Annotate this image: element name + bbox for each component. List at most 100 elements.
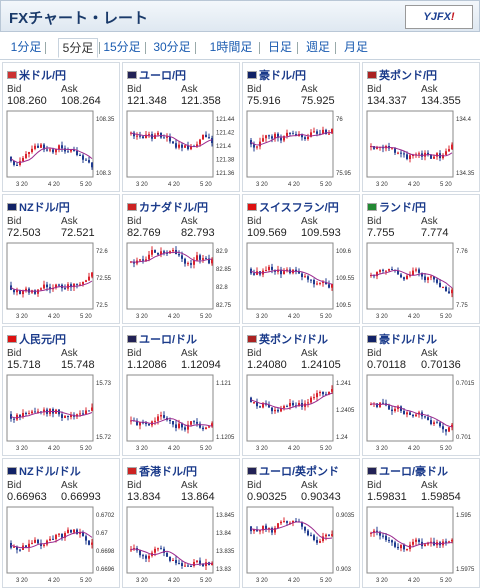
tab-5[interactable]: 日足 xyxy=(267,40,292,54)
chart-card[interactable]: NZドル/ドル Bid Ask 0.66963 0.66993 0.6702 0.6… xyxy=(2,458,120,588)
chart-card[interactable]: カナダドル/円 Bid Ask 82.769 82.793 82.9 82.85 82… xyxy=(122,194,240,324)
candlestick-chart[interactable]: 109.6 109.55 109.5 3 20 4 20 5 20 xyxy=(246,242,358,322)
tab-0[interactable]: 1分足 xyxy=(10,40,42,54)
candle-body xyxy=(403,410,405,415)
candle-body xyxy=(409,412,411,415)
chart-card[interactable]: ユーロ/英ポンド Bid Ask 0.90325 0.90343 0.9035 0.… xyxy=(242,458,360,588)
candlestick-chart[interactable]: 1.121 1.1205 3 20 4 20 5 20 xyxy=(126,374,238,454)
plot-frame xyxy=(6,374,94,442)
pair-name[interactable]: ユーロ/英ポンド xyxy=(247,463,340,478)
flag-icon xyxy=(127,203,137,211)
chart-card[interactable]: スイスフラン/円 Bid Ask 109.569 109.593 109.6 109… xyxy=(242,194,360,324)
candle-body xyxy=(412,154,414,156)
tab-separator xyxy=(195,42,196,54)
chart-card[interactable]: 香港ドル/円 Bid Ask 13.834 13.864 13.845 13.84 1… xyxy=(122,458,240,588)
pair-name[interactable]: NZドル/円 xyxy=(7,199,70,214)
candle-body xyxy=(403,544,405,550)
candle-body xyxy=(145,423,147,425)
pair-name[interactable]: 米ドル/円 xyxy=(7,67,66,82)
ask-label: Ask xyxy=(421,84,438,95)
candle-body xyxy=(391,148,393,150)
pair-label: ユーロ/英ポンド xyxy=(259,466,340,478)
x-tick-label: 3 20 xyxy=(376,446,388,452)
pair-name[interactable]: 豪ドル/ドル xyxy=(367,331,437,346)
candle-body xyxy=(286,406,288,408)
x-tick-label: 5 20 xyxy=(440,578,452,584)
candlestick-chart[interactable]: 1.241 1.2405 1.24 3 20 4 20 5 20 xyxy=(246,374,358,454)
candlestick-chart[interactable]: 121.44 121.42 121.4 121.38 121.36 3 20 4 20 5 2… xyxy=(126,110,238,190)
tab-2[interactable]: 15分足 xyxy=(103,40,141,54)
chart-card[interactable]: ユーロ/豪ドル Bid Ask 1.59831 1.59854 1.595 1.59… xyxy=(362,458,480,588)
tab-4[interactable]: 1時間足 xyxy=(209,40,253,54)
candlestick-chart[interactable]: 108.35 108.3 3 20 4 20 5 20 xyxy=(6,110,118,190)
candle-body xyxy=(136,420,138,426)
chart-card[interactable]: ユーロ/ドル Bid Ask 1.12086 1.12094 1.121 1.120… xyxy=(122,326,240,456)
plot-frame xyxy=(126,110,214,178)
candlestick-chart[interactable]: 72.6 72.55 72.5 3 20 4 20 5 20 xyxy=(6,242,118,322)
candle-body xyxy=(175,143,177,148)
candle-body xyxy=(442,287,444,289)
x-tick-label: 5 20 xyxy=(320,578,332,584)
brand-logo[interactable]: YJFX! xyxy=(405,5,473,29)
pair-name[interactable]: 豪ドル/円 xyxy=(247,67,306,82)
moving-average-line xyxy=(250,269,333,285)
chart-card[interactable]: 豪ドル/円 Bid Ask 75.916 75.925 76 75.95 3 20 4 … xyxy=(242,62,360,192)
candle-body xyxy=(58,145,60,150)
tab-7[interactable]: 月足 xyxy=(343,40,368,54)
bid-value: 108.260 xyxy=(7,95,47,107)
chart-card[interactable]: ランド/円 Bid Ask 7.755 7.774 7.76 7.75 3 20 4 2… xyxy=(362,194,480,324)
candlestick-chart[interactable]: 0.6702 0.67 0.6698 0.6696 3 20 4 20 5 20 xyxy=(6,506,118,586)
candle-body xyxy=(307,402,309,404)
tab-3[interactable]: 30分足 xyxy=(153,40,191,54)
chart-card[interactable]: 米ドル/円 Bid Ask 108.260 108.264 108.35 108.3… xyxy=(2,62,120,192)
pair-label: NZドル/ドル xyxy=(19,466,81,478)
candle-body xyxy=(400,406,402,411)
y-tick-label: 82.75 xyxy=(216,303,232,309)
tab-separator xyxy=(297,42,298,54)
candle-body xyxy=(283,271,285,275)
candle-body xyxy=(286,132,288,137)
candle-body xyxy=(181,423,183,428)
pair-name[interactable]: ユーロ/豪ドル xyxy=(367,463,448,478)
candle-body xyxy=(289,132,291,134)
candle-body xyxy=(181,144,183,148)
pair-name[interactable]: ユーロ/ドル xyxy=(127,331,197,346)
candle-body xyxy=(163,548,165,553)
pair-name[interactable]: 人民元/円 xyxy=(7,331,66,346)
candlestick-chart[interactable]: 82.9 82.85 82.8 82.75 3 20 4 20 5 20 xyxy=(126,242,238,322)
pair-name[interactable]: 英ポンド/ドル xyxy=(247,331,328,346)
pair-name[interactable]: 英ポンド/円 xyxy=(367,67,437,82)
candle-body xyxy=(271,136,273,139)
candle-body xyxy=(319,541,321,543)
y-tick-label: 1.24 xyxy=(336,435,348,441)
chart-card[interactable]: 英ポンド/円 Bid Ask 134.337 134.355 134.4 134.3… xyxy=(362,62,480,192)
candlestick-chart[interactable]: 15.73 15.72 3 20 4 20 5 20 xyxy=(6,374,118,454)
pair-name[interactable]: NZドル/ドル xyxy=(7,463,81,478)
candlestick-chart[interactable]: 134.4 134.35 3 20 4 20 5 20 xyxy=(366,110,478,190)
ask-label: Ask xyxy=(421,480,438,491)
pair-name[interactable]: 香港ドル/円 xyxy=(127,463,197,478)
chart-card[interactable]: 人民元/円 Bid Ask 15.718 15.748 15.73 15.72 3 2… xyxy=(2,326,120,456)
candlestick-chart[interactable]: 1.595 1.5975 3 20 4 20 5 20 xyxy=(366,506,478,586)
candle-body xyxy=(415,269,417,271)
candlestick-chart[interactable]: 76 75.95 3 20 4 20 5 20 xyxy=(246,110,358,190)
tab-6[interactable]: 週足 xyxy=(305,40,330,54)
candlestick-chart[interactable]: 13.845 13.84 13.835 13.83 3 20 4 20 5 20 xyxy=(126,506,238,586)
candle-body xyxy=(271,407,273,412)
chart-card[interactable]: 豪ドル/ドル Bid Ask 0.70118 0.70136 0.7015 0.70… xyxy=(362,326,480,456)
chart-card[interactable]: ユーロ/円 Bid Ask 121.348 121.358 121.44 121.4… xyxy=(122,62,240,192)
chart-card[interactable]: NZドル/円 Bid Ask 72.503 72.521 72.6 72.55 72.… xyxy=(2,194,120,324)
candle-body xyxy=(448,427,450,432)
pair-name[interactable]: カナダドル/円 xyxy=(127,199,208,214)
candlestick-chart[interactable]: 7.76 7.75 3 20 4 20 5 20 xyxy=(366,242,478,322)
tab-separator xyxy=(259,42,260,54)
pair-name[interactable]: ランド/円 xyxy=(367,199,426,214)
pair-name[interactable]: ユーロ/円 xyxy=(127,67,186,82)
candle-body xyxy=(211,138,213,144)
moving-average-line xyxy=(370,145,453,157)
candlestick-chart[interactable]: 0.9035 0.903 3 20 4 20 5 20 xyxy=(246,506,358,586)
chart-card[interactable]: 英ポンド/ドル Bid Ask 1.24080 1.24105 1.241 1.24… xyxy=(242,326,360,456)
pair-name[interactable]: スイスフラン/円 xyxy=(247,199,339,214)
tab-1[interactable]: 5分足 xyxy=(58,38,98,58)
candlestick-chart[interactable]: 0.7015 0.701 3 20 4 20 5 20 xyxy=(366,374,478,454)
